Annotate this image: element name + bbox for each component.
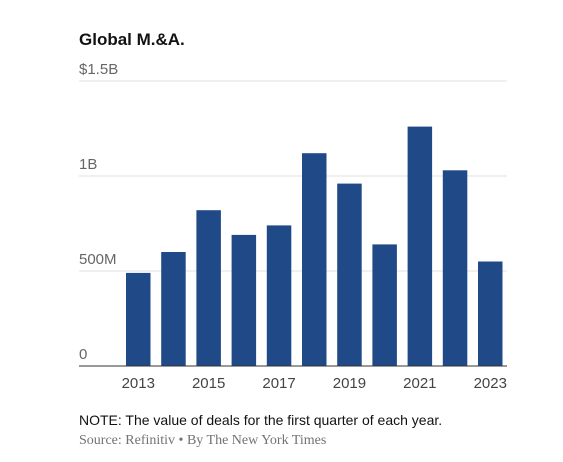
bar-2017 bbox=[266, 225, 292, 366]
y-tick-label: $1.5B bbox=[79, 61, 118, 78]
x-tick-label: 2019 bbox=[333, 375, 366, 392]
chart-source: Source: Refinitiv • By The New York Time… bbox=[79, 433, 327, 448]
x-tick-label: 2023 bbox=[474, 375, 507, 392]
y-tick-label: 0 bbox=[79, 346, 87, 363]
bar-2013 bbox=[126, 272, 151, 366]
y-tick-label: 500M bbox=[79, 251, 117, 268]
y-tick-label: 1B bbox=[79, 156, 97, 173]
x-tick-label: 2015 bbox=[192, 375, 225, 392]
bar-2020 bbox=[372, 244, 397, 366]
chart-title: Global M.&A. bbox=[79, 30, 185, 49]
bar-2014 bbox=[161, 252, 186, 366]
x-tick-label: 2013 bbox=[122, 375, 155, 392]
x-axis-ticks: 2013 2015 2017 2019 2021 2023 bbox=[122, 375, 507, 392]
bar-2022 bbox=[442, 170, 468, 366]
gridlines bbox=[79, 80, 507, 272]
x-tick-label: 2017 bbox=[262, 375, 295, 392]
chart-note: NOTE: The value of deals for the first q… bbox=[79, 412, 443, 428]
bar-2023 bbox=[478, 261, 503, 366]
bar-2018 bbox=[302, 153, 327, 366]
y-axis-ticks: 0 500M 1B $1.5B bbox=[79, 61, 118, 363]
bar-2016 bbox=[231, 234, 257, 366]
bars bbox=[126, 126, 503, 366]
bar-2021 bbox=[407, 126, 433, 366]
x-tick-label: 2021 bbox=[403, 375, 436, 392]
bar-chart: 0 500M 1B $1.5B 2013 2015 2017 2019 2021 2023 bbox=[79, 61, 507, 392]
bar-2019 bbox=[337, 183, 362, 366]
bar-2015 bbox=[196, 210, 221, 366]
